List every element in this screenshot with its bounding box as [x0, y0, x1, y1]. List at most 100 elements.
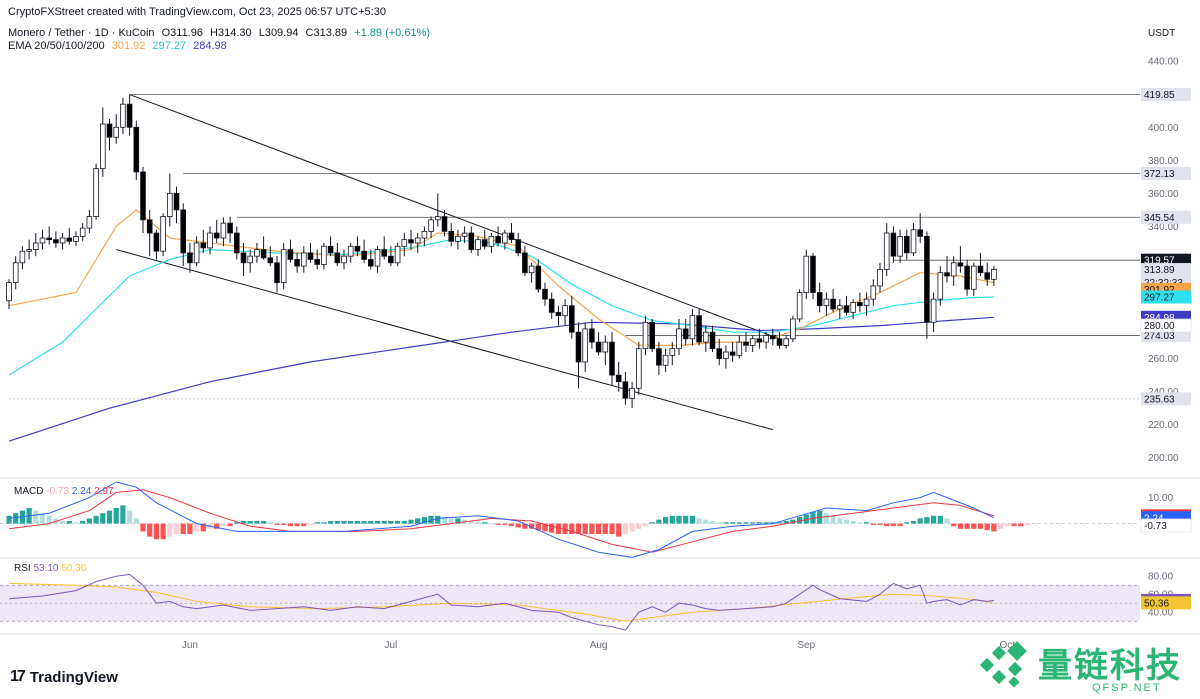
macd-histogram-bar	[254, 521, 260, 524]
macd-histogram-bar	[904, 522, 910, 524]
candle-body	[971, 265, 977, 290]
candle-body	[434, 216, 441, 221]
candle-body	[682, 328, 689, 340]
macd-histogram-bar	[843, 519, 850, 524]
macd-histogram-bar	[415, 518, 421, 524]
candle-body	[73, 235, 79, 242]
candle-body	[542, 288, 548, 300]
macd-histogram-bar	[435, 515, 441, 524]
candle-body	[723, 351, 729, 360]
candle-body	[770, 335, 776, 340]
candle-body	[394, 245, 401, 264]
candle-body	[562, 305, 568, 317]
candle-body	[401, 239, 408, 247]
ema50-line	[8, 239, 994, 376]
candle-body	[19, 250, 26, 264]
macd-histogram-bar	[870, 523, 876, 525]
candle-body	[354, 245, 361, 252]
macd-line-value: 2.24	[71, 486, 92, 497]
macd-histogram-bar	[100, 513, 106, 524]
candle-body	[461, 232, 468, 237]
candle-body	[12, 262, 19, 284]
candle-body	[736, 341, 743, 356]
macd-histogram-bar	[80, 521, 86, 524]
macd-histogram-bar	[957, 523, 963, 529]
candle-body	[193, 242, 200, 264]
x-axis-label: Sep	[797, 640, 815, 651]
macd-histogram-bar	[636, 523, 642, 529]
candle-body	[843, 305, 850, 313]
watermark-text: 量链科技	[1038, 646, 1182, 686]
candle-body	[877, 268, 883, 287]
candle-body	[501, 232, 508, 244]
candle-body	[367, 259, 374, 267]
tradingview-logo[interactable]: 17 TradingView	[10, 668, 118, 686]
chart-credit: CryptoFXStreet created with TradingView.…	[8, 6, 386, 18]
macd-histogram-bar	[468, 521, 474, 524]
candle-body	[642, 321, 649, 350]
macd-histogram-bar	[488, 523, 494, 525]
candle-body	[535, 265, 542, 290]
candle-body	[930, 298, 937, 323]
candle-body	[636, 348, 642, 389]
macd-histogram-bar	[837, 518, 843, 524]
macd-histogram-bar	[589, 523, 595, 534]
candle-body	[361, 250, 367, 260]
candle-body	[180, 209, 187, 254]
symbol-name: Monero / Tether · 1D · KuCoin	[8, 27, 155, 39]
macd-histogram-bar	[33, 510, 39, 524]
macd-histogram-bar	[663, 517, 669, 524]
candle-body	[314, 259, 320, 265]
macd-histogram-bar	[743, 522, 749, 524]
candle-body	[39, 237, 46, 244]
macd-histogram-bar	[937, 515, 943, 524]
candle-body	[977, 265, 984, 274]
candle-body	[475, 239, 481, 250]
candle-body	[763, 335, 769, 343]
candle-body	[86, 216, 93, 229]
level-tag-bg	[1141, 166, 1191, 180]
candle-body	[783, 338, 789, 346]
candle-body	[213, 232, 220, 239]
candle-body	[428, 219, 434, 232]
ema200-line	[8, 316, 994, 442]
macd-histogram-bar	[227, 523, 233, 527]
rsi-tag-bg	[1141, 596, 1191, 610]
macd-histogram-bar	[770, 522, 776, 524]
macd-histogram-bar	[495, 523, 501, 525]
macd-histogram-bar	[160, 523, 166, 540]
macd-histogram-bar	[153, 523, 159, 540]
macd-histogram-bar	[147, 523, 153, 537]
level-tag: 319.57	[1144, 256, 1175, 267]
candle-body	[756, 338, 763, 343]
candle-body	[187, 252, 193, 264]
macd-histogram-bar	[689, 515, 695, 524]
candle-body	[307, 252, 314, 260]
macd-histogram-bar	[790, 519, 796, 524]
macd-signal-value: 2.97	[94, 486, 114, 497]
candle-body	[662, 354, 669, 366]
rsi-tick: 80.00	[1148, 572, 1173, 583]
candle-body	[716, 348, 722, 360]
watermark-url: QFSP.NET	[1092, 682, 1162, 694]
candle-body	[615, 374, 622, 383]
ohlc-open: O311.96	[161, 27, 203, 39]
rsi-title: RSI	[14, 563, 31, 574]
symbol-title: Monero / Tether · 1D · KuCoin O311.96 H3…	[8, 27, 434, 39]
candle-body	[274, 262, 280, 284]
candle-body	[924, 235, 930, 323]
macd-histogram-bar	[200, 523, 206, 532]
candle-body	[883, 232, 890, 270]
candle-body	[964, 265, 970, 290]
level-tag-bg	[1141, 392, 1191, 406]
rsi-value: 53.10	[33, 563, 59, 574]
price-tick: 380.00	[1148, 156, 1179, 167]
macd-histogram-bar	[549, 523, 555, 533]
candle-body	[260, 249, 267, 259]
level-tag: 372.13	[1144, 169, 1175, 180]
macd-histogram-bar	[850, 521, 856, 524]
macd-histogram-bar	[448, 518, 454, 524]
price-tick: 200.00	[1148, 453, 1179, 464]
currency-label: USDT	[1148, 28, 1175, 39]
